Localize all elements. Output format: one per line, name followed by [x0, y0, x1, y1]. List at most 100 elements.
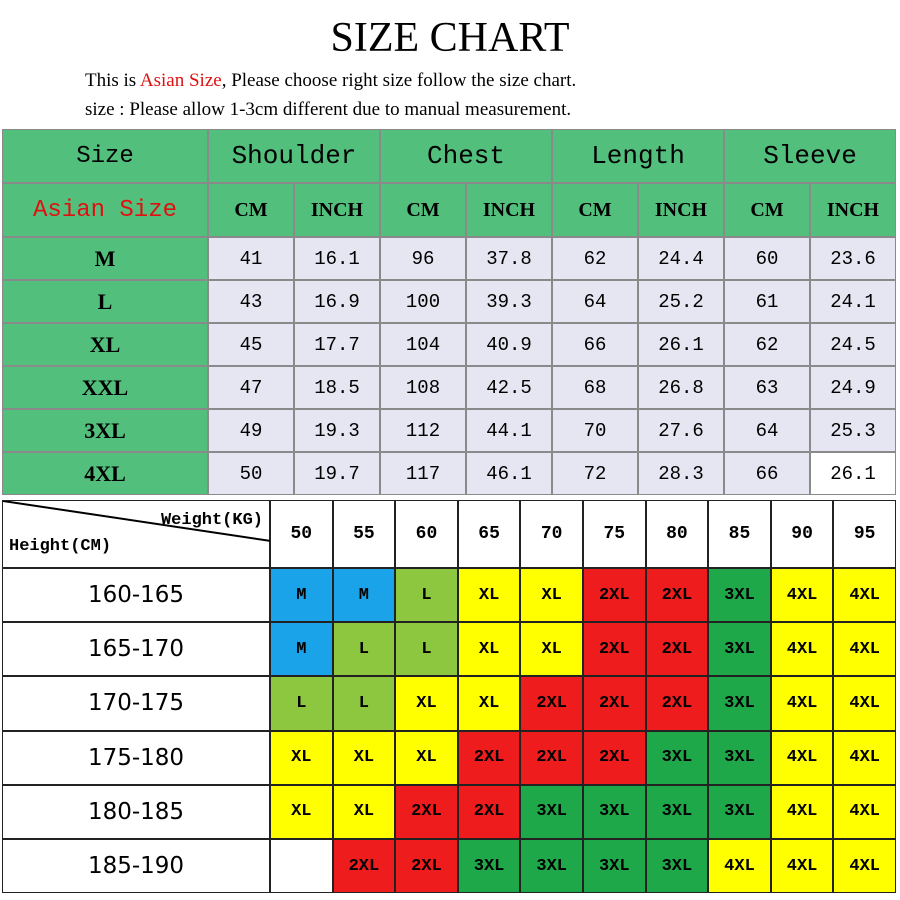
- size-fit-cell: XL: [520, 622, 583, 677]
- unit-cell: INCH: [466, 183, 552, 237]
- value-cell: 104: [380, 323, 466, 366]
- value-cell: 50: [208, 452, 294, 495]
- note: This is Asian Size, Please choose right …: [85, 70, 576, 92]
- value-cell: 28.3: [638, 452, 724, 495]
- weight-cell: 90: [770, 500, 834, 568]
- weight-cell: 95: [833, 500, 896, 568]
- size-fit-cell: M: [332, 568, 396, 623]
- size-fit-cell: XL: [520, 568, 583, 623]
- unit-cell: INCH: [638, 183, 724, 237]
- unit-cell: CM: [552, 183, 638, 237]
- size-fit-cell: 4XL: [770, 784, 834, 839]
- weight-label: Weight(KG): [160, 511, 263, 530]
- size-fit-cell: 4XL: [770, 676, 834, 731]
- size-fit-cell: 3XL: [645, 839, 709, 894]
- value-cell: 68: [552, 366, 638, 409]
- size-fit-cell: 2XL: [457, 730, 521, 785]
- value-cell: 16.9: [294, 280, 380, 323]
- value-cell: 117: [380, 452, 466, 495]
- size-fit-cell: 3XL: [708, 568, 771, 623]
- size-fit-cell: 4XL: [833, 784, 896, 839]
- value-cell: 25.2: [638, 280, 724, 323]
- size-fit-cell: 2XL: [395, 839, 458, 894]
- size-fit-cell: 3XL: [708, 676, 771, 731]
- size-fit-cell: XL: [457, 676, 521, 731]
- value-cell: 62: [552, 237, 638, 280]
- value-cell: 100: [380, 280, 466, 323]
- size-fit-cell: 4XL: [708, 839, 771, 894]
- diagonal: [3, 501, 271, 542]
- note-text: size : Please allow 1-3cm different due …: [85, 99, 572, 120]
- size-fit-cell: 2XL: [583, 730, 646, 785]
- weight-cell: 80: [645, 500, 709, 568]
- size-cell: XL: [2, 323, 208, 366]
- size-fit-cell: XL: [395, 730, 458, 785]
- note-text: , Please choose right size follow the si…: [221, 70, 577, 91]
- value-cell: 24.4: [638, 237, 724, 280]
- unit-cell: CM: [724, 183, 810, 237]
- size-fit-cell: 2XL: [583, 622, 646, 677]
- header-cell: Chest: [380, 129, 552, 183]
- value-cell: 27.6: [638, 409, 724, 452]
- size-fit-cell: M: [270, 622, 333, 677]
- value-cell: 64: [724, 409, 810, 452]
- weight-cell: 85: [708, 500, 771, 568]
- size-fit-cell: 3XL: [583, 784, 646, 839]
- note-text: This is: [85, 70, 140, 91]
- size-fit-cell: L: [332, 622, 396, 677]
- weight-cell: 50: [270, 500, 333, 568]
- value-cell: 41: [208, 237, 294, 280]
- size-fit-cell: 4XL: [770, 568, 834, 623]
- size-fit-cell: 2XL: [645, 676, 709, 731]
- value-cell: 26.8: [638, 366, 724, 409]
- height-cell: 175-180: [2, 730, 270, 785]
- size-fit-cell: 4XL: [770, 730, 834, 785]
- value-cell: 19.7: [294, 452, 380, 495]
- size-fit-cell: 3XL: [583, 839, 646, 894]
- value-cell: 23.6: [810, 237, 896, 280]
- size-fit-cell: XL: [332, 730, 396, 785]
- unit-cell: CM: [380, 183, 466, 237]
- size-fit-cell: 2XL: [332, 839, 396, 894]
- unit-cell: INCH: [810, 183, 896, 237]
- value-cell: 44.1: [466, 409, 552, 452]
- value-cell: 45: [208, 323, 294, 366]
- value-cell: 63: [724, 366, 810, 409]
- size-cell: M: [2, 237, 208, 280]
- value-cell: 24.1: [810, 280, 896, 323]
- size-fit-cell: 3XL: [457, 839, 521, 894]
- header-cell: Size: [2, 129, 208, 183]
- size-fit-cell: XL: [332, 784, 396, 839]
- size-cell: 3XL: [2, 409, 208, 452]
- value-cell: 96: [380, 237, 466, 280]
- size-fit-cell: 3XL: [708, 622, 771, 677]
- size-fit-cell: 2XL: [520, 730, 583, 785]
- value-cell: 49: [208, 409, 294, 452]
- value-cell: 70: [552, 409, 638, 452]
- size-fit-cell: 4XL: [770, 622, 834, 677]
- value-cell: 108: [380, 366, 466, 409]
- size-fit-cell: 2XL: [520, 676, 583, 731]
- size-fit-cell: 3XL: [520, 784, 583, 839]
- value-cell: 24.5: [810, 323, 896, 366]
- size-fit-cell: XL: [457, 568, 521, 623]
- value-cell: 112: [380, 409, 466, 452]
- value-cell: 26.1: [810, 452, 896, 495]
- size-fit-cell: 4XL: [833, 568, 896, 623]
- size-fit-cell: M: [270, 568, 333, 623]
- note-highlight: Asian Size: [139, 70, 222, 91]
- size-fit-cell: [270, 839, 333, 894]
- value-cell: 66: [552, 323, 638, 366]
- size-cell: 4XL: [2, 452, 208, 495]
- corner-cell: Weight(KG) Height(CM): [2, 500, 271, 568]
- value-cell: 18.5: [294, 366, 380, 409]
- unit-cell: CM: [208, 183, 294, 237]
- value-cell: 60: [724, 237, 810, 280]
- header-cell: Sleeve: [724, 129, 896, 183]
- value-cell: 24.9: [810, 366, 896, 409]
- size-fit-cell: XL: [457, 622, 521, 677]
- size-fit-cell: 3XL: [708, 784, 771, 839]
- weight-cell: 60: [395, 500, 458, 568]
- size-fit-cell: 2XL: [583, 568, 646, 623]
